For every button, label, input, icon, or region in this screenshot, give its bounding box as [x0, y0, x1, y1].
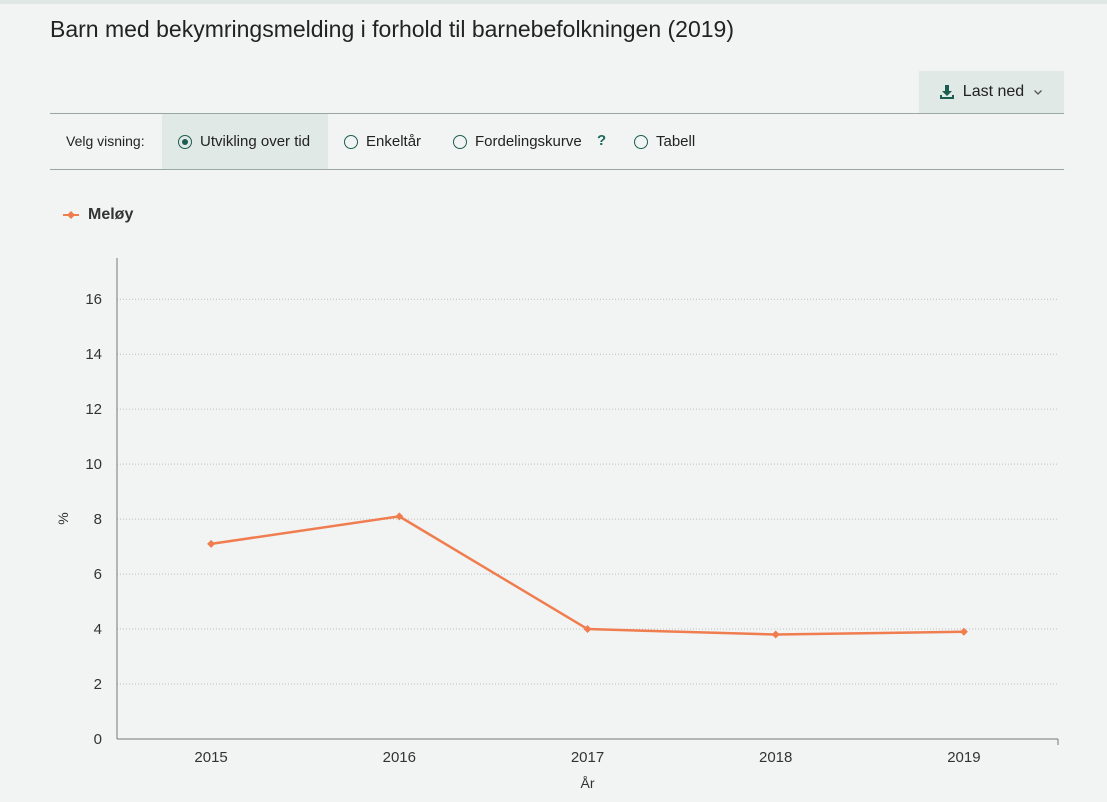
data-point: [959, 627, 968, 636]
view-selector-label: Velg visning:: [66, 133, 145, 149]
radio-fordelingskurve[interactable]: Fordelingskurve: [453, 114, 582, 169]
y-tick-label: 2: [94, 676, 102, 693]
y-tick-label: 10: [85, 456, 102, 473]
series-line: [210, 515, 964, 636]
divider-top: [50, 113, 1064, 114]
data-point: [583, 625, 592, 634]
x-axis-title: År: [581, 775, 595, 791]
divider-bottom: [50, 169, 1064, 170]
legend-series-name: Meløy: [88, 206, 134, 223]
x-tick-label: 2017: [571, 749, 604, 766]
data-point: [771, 630, 780, 639]
radio-utvikling-over-tid[interactable]: Utvikling over tid: [162, 114, 328, 169]
radio-tabell[interactable]: Tabell: [634, 114, 695, 169]
x-tick-label: 2015: [194, 749, 227, 766]
help-icon[interactable]: ?: [597, 132, 607, 149]
download-icon: [939, 85, 954, 99]
radio-selected-icon: [178, 134, 192, 149]
chart-legend[interactable]: Meløy: [62, 206, 133, 224]
y-tick-label: 6: [94, 566, 102, 583]
y-tick-label: 8: [94, 511, 102, 528]
legend-marker-icon: [63, 211, 79, 219]
radio-label: Utvikling over tid: [200, 133, 311, 150]
download-button[interactable]: Last ned: [919, 71, 1064, 113]
radio-label: Enkeltår: [366, 133, 422, 150]
y-tick-label: 0: [94, 731, 102, 748]
y-axis-title: %: [55, 512, 71, 524]
y-tick-label: 4: [94, 621, 102, 638]
x-tick-label: 2016: [383, 749, 416, 766]
radio-label: Tabell: [656, 133, 696, 150]
radio-unselected-icon: [344, 134, 358, 149]
radio-unselected-icon: [453, 134, 467, 149]
top-strip: [0, 0, 1107, 4]
chart-title: Barn med bekymringsmelding i forhold til…: [50, 16, 734, 42]
y-tick-label: 14: [85, 346, 102, 363]
x-tick-label: 2019: [947, 749, 980, 766]
y-tick-label: 16: [85, 291, 102, 308]
radio-unselected-icon: [634, 134, 648, 149]
radio-enkeltar[interactable]: Enkeltår: [344, 114, 421, 169]
radio-label: Fordelingskurve: [475, 133, 582, 150]
x-tick-label: 2018: [759, 749, 792, 766]
data-point: [207, 539, 216, 548]
download-label: Last ned: [962, 83, 1025, 100]
y-tick-label: 12: [85, 401, 102, 418]
data-point: [395, 512, 404, 521]
chevron-down-icon: [1034, 90, 1043, 95]
